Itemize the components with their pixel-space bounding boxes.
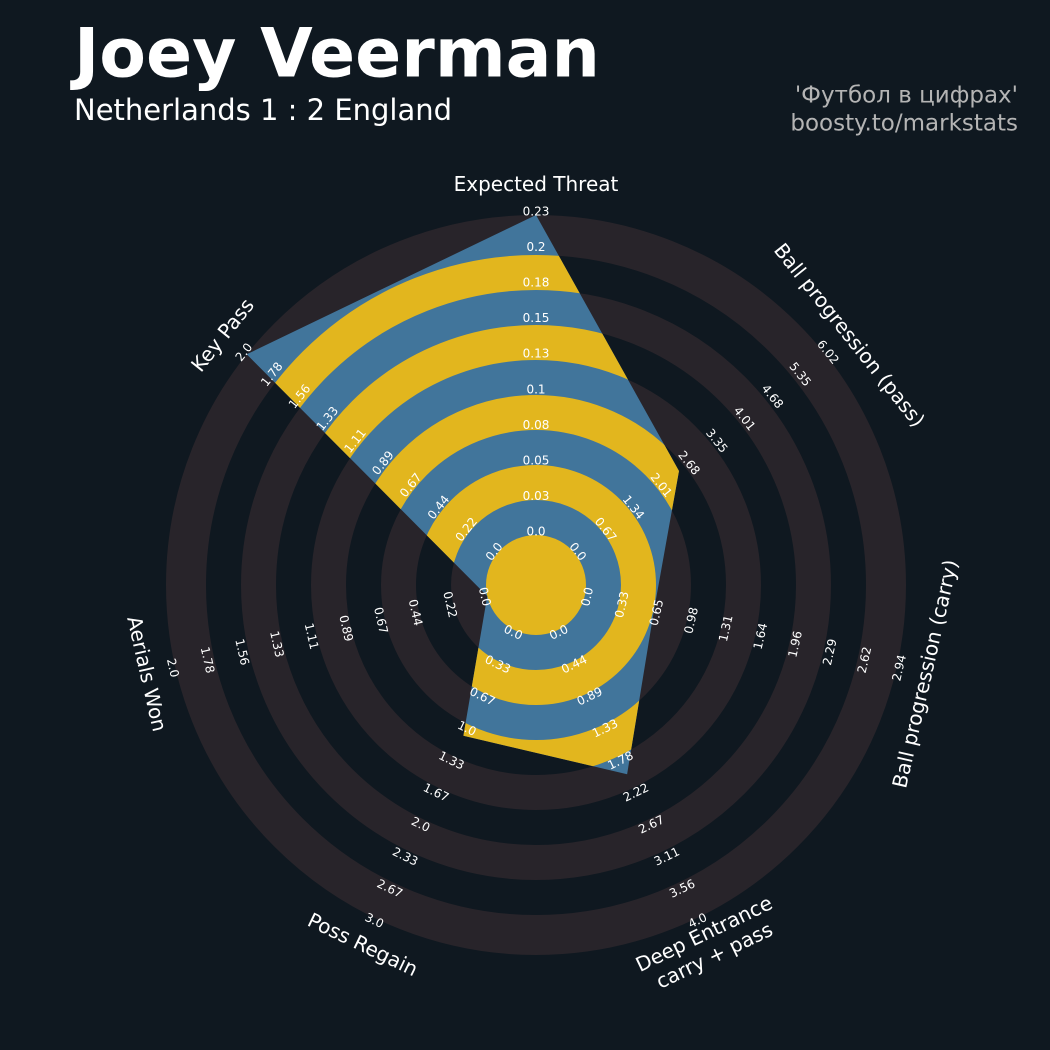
tick-label: 0.89 xyxy=(336,614,356,643)
chart-title: Joey Veerman xyxy=(70,15,600,94)
tick-label: 1.96 xyxy=(785,630,805,659)
tick-label: 2.0 xyxy=(164,657,182,679)
center-disc xyxy=(486,535,586,635)
tick-label: 0.22 xyxy=(440,590,460,619)
param-label: Expected Threat xyxy=(454,172,619,196)
tick-label: 0.0 xyxy=(476,586,494,608)
ring xyxy=(246,255,679,775)
credit: boosty.to/markstats xyxy=(790,111,1018,137)
tick-label: 0.15 xyxy=(523,311,550,325)
tick-label: 0.13 xyxy=(523,347,550,361)
tick-label: 0.65 xyxy=(647,598,667,627)
tick-label: 0.98 xyxy=(681,606,701,635)
credit: 'Футбол в цифрах' xyxy=(795,83,1018,109)
tick-label: 0.05 xyxy=(523,453,550,467)
tick-label: 0.18 xyxy=(523,276,550,290)
tick-label: 0.2 xyxy=(526,240,545,254)
tick-label: 0.1 xyxy=(526,382,545,396)
tick-label: 0.33 xyxy=(612,590,632,619)
tick-label: 0.0 xyxy=(578,586,596,608)
tick-label: 1.11 xyxy=(302,622,322,651)
tick-label: 2.94 xyxy=(889,653,909,682)
tick-label: 2.62 xyxy=(855,645,875,674)
tick-label: 2.29 xyxy=(820,637,840,666)
tick-label: 1.31 xyxy=(716,614,736,643)
tick-label: 0.44 xyxy=(406,598,426,627)
tick-label: 1.33 xyxy=(267,630,287,659)
param-line: Expected Threat xyxy=(454,172,619,196)
chart-subtitle: Netherlands 1 : 2 England xyxy=(74,93,452,127)
tick-label: 1.56 xyxy=(232,637,252,666)
tick-label: 0.03 xyxy=(523,489,550,503)
tick-label: 1.64 xyxy=(751,622,771,651)
tick-label: 0.67 xyxy=(371,606,391,635)
tick-label: 0.0 xyxy=(526,525,545,539)
tick-label: 1.78 xyxy=(198,645,218,674)
tick-label: 0.08 xyxy=(523,418,550,432)
tick-label: 0.23 xyxy=(523,205,550,219)
